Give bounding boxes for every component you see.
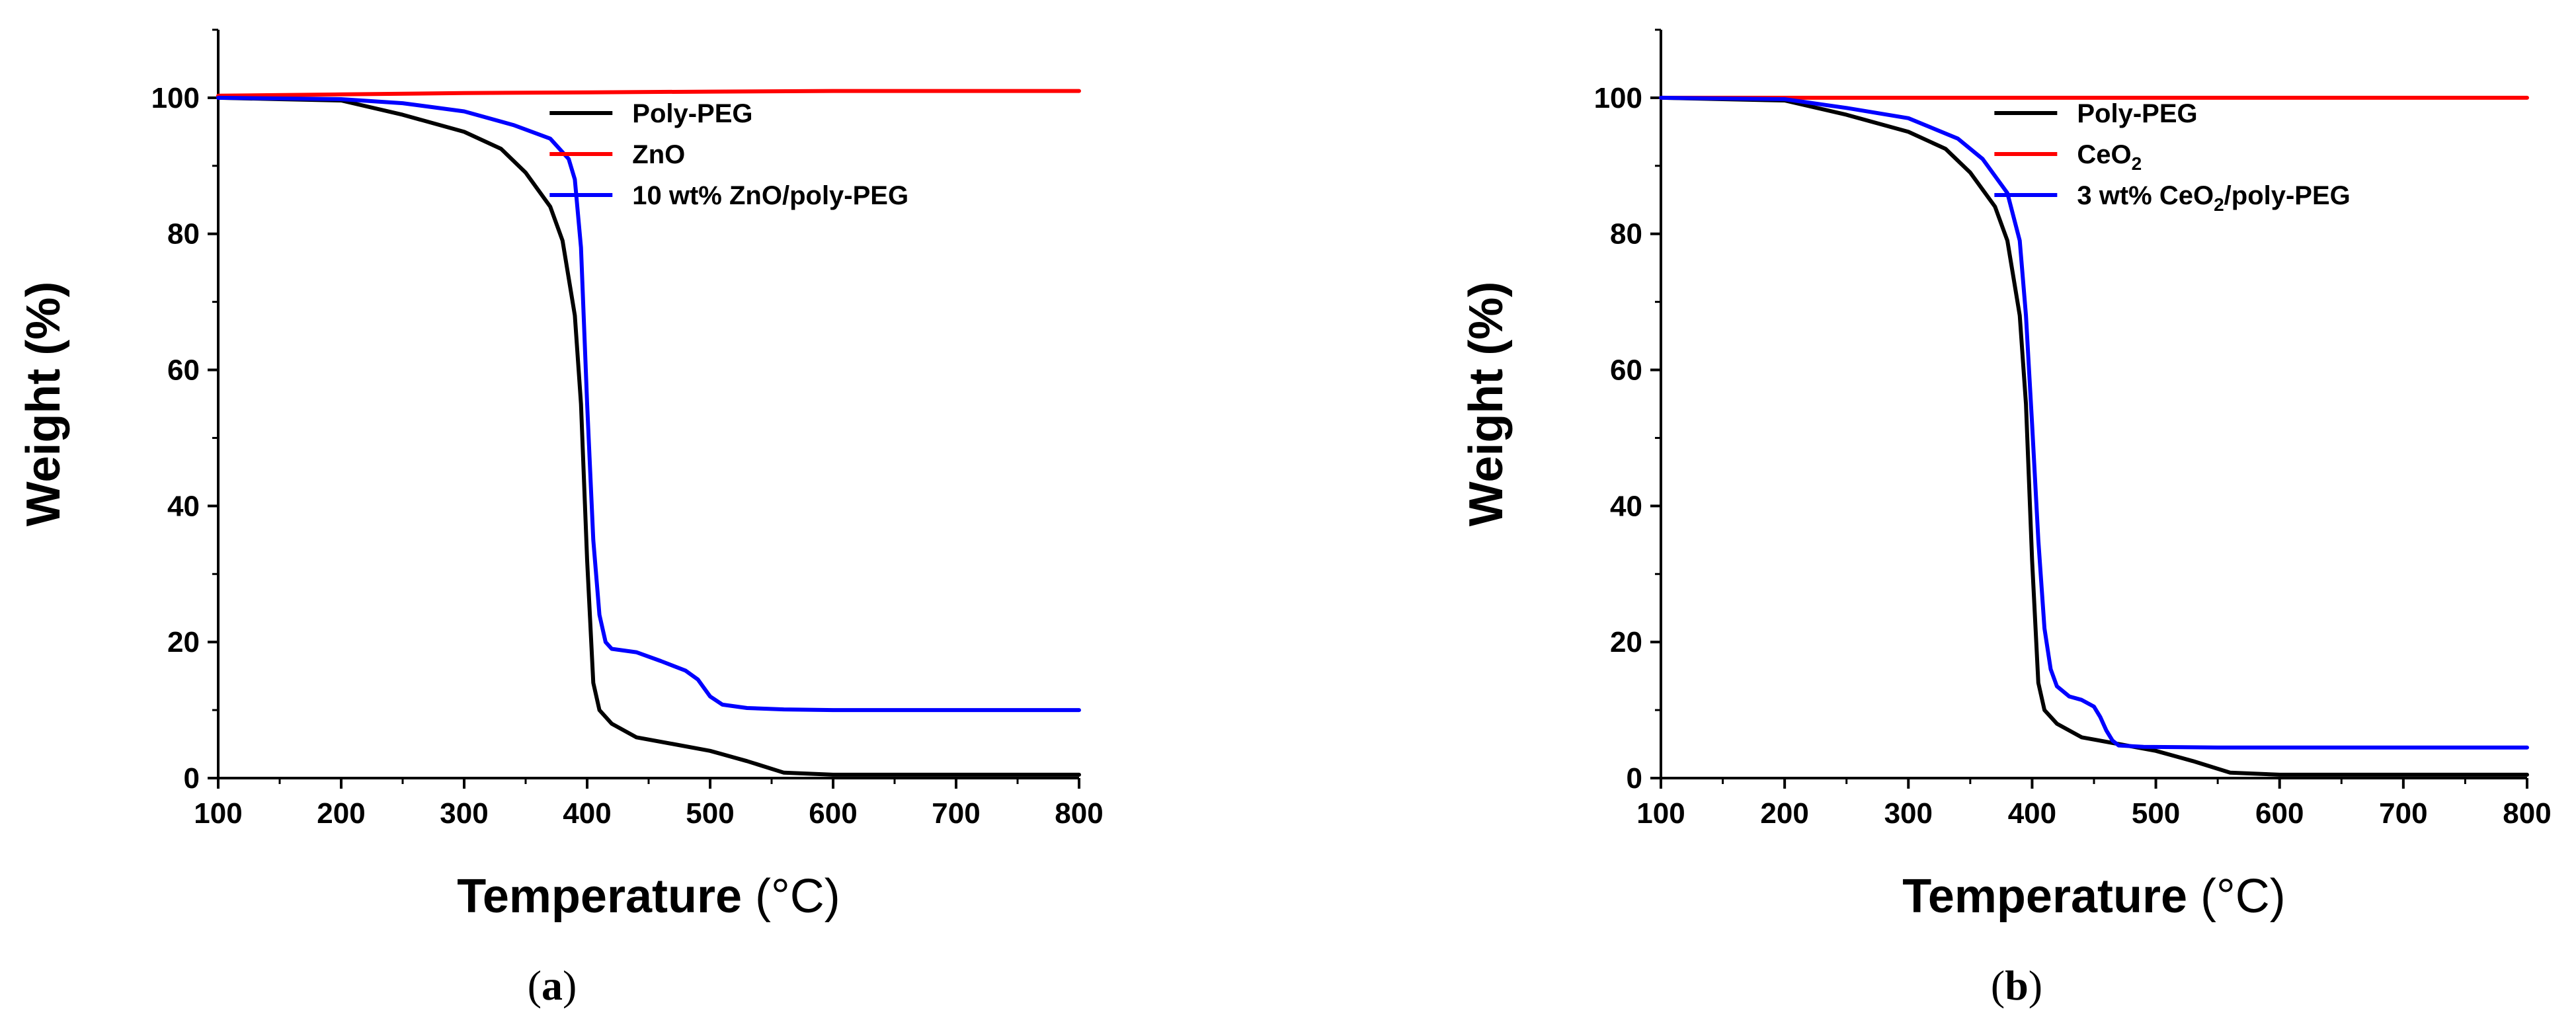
x-tick-label: 700	[2379, 797, 2427, 830]
x-tick-label: 400	[2008, 797, 2056, 830]
legend-subscript: 2	[2214, 194, 2224, 215]
x-axis-label: Temperature (°C)	[457, 870, 840, 923]
panel-label-letter: b	[2005, 962, 2029, 1009]
legend-subscript: 2	[2132, 153, 2142, 174]
y-tick-label: 0	[184, 762, 200, 795]
x-tick-label: 200	[1760, 797, 1808, 830]
legend-entry-0: Poly-PEG	[2077, 99, 2197, 128]
y-axis-label: Weight (%)	[1460, 282, 1513, 527]
series-line-1	[216, 89, 1081, 98]
x-axis-label: Temperature (°C)	[1902, 870, 2286, 923]
panel-label-open: (	[528, 962, 542, 1009]
x-tick-label: 100	[194, 797, 242, 830]
legend-entry-0: Poly-PEG	[632, 99, 752, 128]
x-tick-label: 800	[2503, 797, 2551, 830]
y-tick-label: 40	[1610, 490, 1642, 522]
x-tick-label: 300	[440, 797, 488, 830]
chart-panel-a: 100 200 300 400 500 600 700 800 0 20 40 60 80 100 Weig…	[17, 28, 1104, 1009]
legend-suffix: /poly-PEG	[2224, 181, 2351, 210]
legend-entry-1: ZnO	[632, 140, 685, 169]
legend-text: Poly-PEG	[632, 99, 752, 128]
x-tick-label: 600	[809, 797, 857, 830]
y-tick-label: 80	[1610, 218, 1642, 251]
series-line-2	[1659, 95, 2529, 750]
legend-entry-1: CeO2	[2077, 140, 2142, 174]
x-tick-label: 700	[932, 797, 980, 830]
legend-text: 10 wt% ZnO/poly-PEG	[632, 181, 908, 210]
legend-text: ZnO	[632, 140, 685, 169]
x-tick-label: 100	[1636, 797, 1685, 830]
y-tick-label: 80	[167, 218, 200, 251]
panel-label-close: )	[563, 962, 577, 1009]
x-axis-label-unit: (°C)	[742, 870, 840, 923]
legend-entry-2: 10 wt% ZnO/poly-PEG	[632, 181, 908, 210]
y-tick-label: 60	[1610, 354, 1642, 387]
x-tick-label: 200	[317, 797, 365, 830]
x-tick-label: 400	[563, 797, 611, 830]
x-axis-label-text: Temperature	[457, 870, 742, 923]
panel-label-open: (	[1991, 962, 2005, 1009]
legend-text: 3 wt% CeO	[2077, 181, 2214, 210]
x-tick-label: 600	[2255, 797, 2304, 830]
y-tick-label: 40	[167, 490, 200, 522]
series-line-0	[1659, 95, 2529, 777]
y-tick-label: 60	[167, 354, 200, 387]
series-line-2	[216, 95, 1081, 713]
panel-label-letter: a	[542, 962, 563, 1009]
legend-text: Poly-PEG	[2077, 99, 2197, 128]
chart-panel-b: 100 200 300 400 500 600 700 800 0 20 40 60 80 100 Weig…	[1460, 28, 2552, 1009]
legend-entry-2: 3 wt% CeO2/poly-PEG	[2077, 181, 2350, 215]
y-axis-label: Weight (%)	[17, 282, 70, 527]
x-tick-label: 500	[2132, 797, 2180, 830]
x-axis-label-text: Temperature	[1902, 870, 2187, 923]
y-tick-label: 20	[167, 626, 200, 658]
panel-label-close: )	[2029, 962, 2042, 1009]
y-tick-label: 100	[1594, 82, 1642, 114]
x-tick-label: 300	[1884, 797, 1933, 830]
y-tick-label: 20	[1610, 626, 1642, 658]
y-tick-label: 0	[1627, 762, 1642, 795]
x-tick-label: 800	[1055, 797, 1103, 830]
y-tick-label: 100	[151, 82, 200, 114]
panel-label-a: (a)	[528, 962, 577, 1009]
series-line-0	[216, 95, 1081, 777]
legend-text: CeO	[2077, 140, 2131, 169]
panel-label-b: (b)	[1991, 962, 2042, 1009]
x-axis-label-unit: (°C)	[2187, 870, 2286, 923]
x-tick-label: 500	[686, 797, 734, 830]
